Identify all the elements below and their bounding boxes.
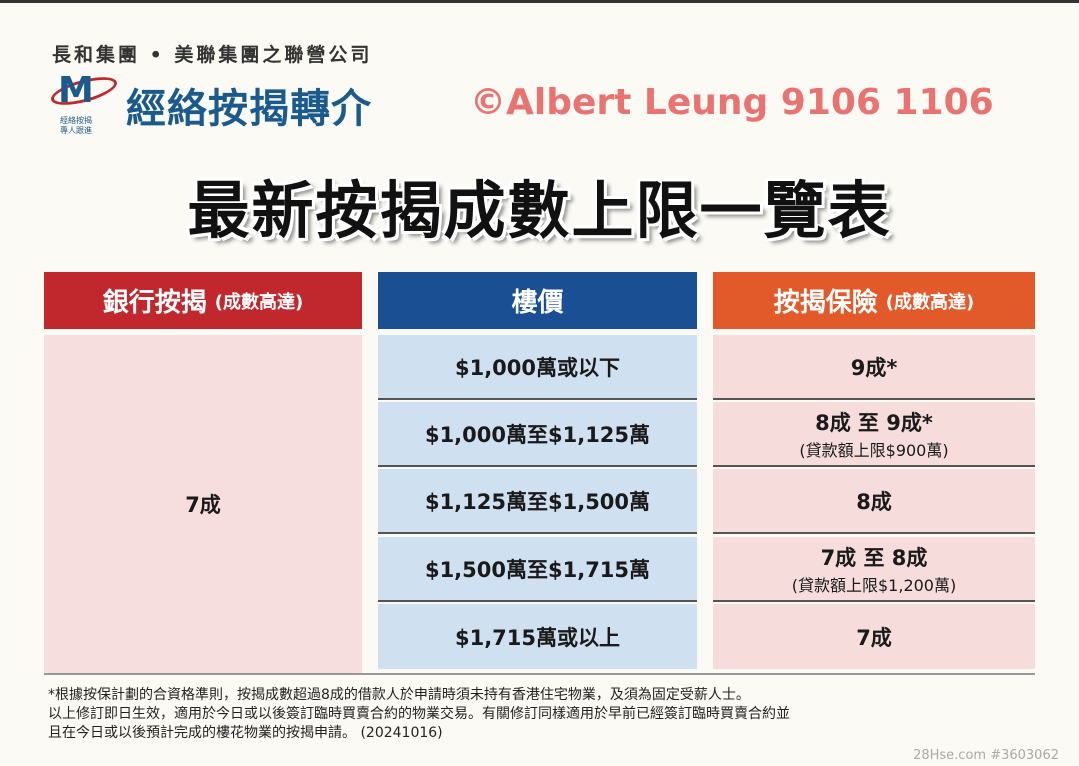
- price-cell: $1,000萬至$1,125萬: [378, 402, 697, 467]
- site-watermark: 28Hse.com #3603062: [913, 748, 1059, 763]
- bank-ratio-cell: 7成: [44, 335, 362, 673]
- logo-m: M: [58, 70, 94, 111]
- insurance-cell: 9成*: [713, 335, 1035, 400]
- brand-name: 經絡按揭轉介: [126, 86, 372, 132]
- header-mortgage-insurance: 按揭保險 (成數高達): [713, 272, 1035, 329]
- insurance-ratio: 8成: [856, 489, 892, 514]
- logo-mark: M 經絡按揭 專人跟進: [48, 70, 120, 140]
- insurance-cell: 8成 至 9成* (貸款額上限$900萬): [713, 402, 1035, 467]
- watermark: ©Albert Leung 9106 1106: [470, 82, 994, 123]
- footnote: *根據按保計劃的合資格準則，按揭成數超過8成的借款人於申請時須未持有香港住宅物業…: [48, 686, 790, 743]
- price-cell: $1,000萬或以下: [378, 335, 697, 400]
- logo-subtext: 經絡按揭 專人跟進: [60, 116, 92, 135]
- insurance-ratio: 8成 至 9成*: [815, 410, 933, 435]
- group-affiliation: 長和集團 • 美聯集團之聯營公司: [52, 44, 373, 66]
- footnote-line: 且在今日或以後預計完成的樓花物業的按揭申請。 (20241016): [48, 725, 443, 741]
- top-border: [0, 0, 1079, 3]
- loan-cap-note: (貸款額上限$1,200萬): [791, 575, 957, 595]
- insurance-cell: 7成: [713, 604, 1035, 669]
- footnote-line: *根據按保計劃的合資格準則，按揭成數超過8成的借款人於申請時須未持有香港住宅物業…: [48, 687, 750, 703]
- footnote-line: 以上修訂即日生效，適用於今日或以後簽訂臨時買賣合約的物業交易。有關修訂同樣適用於…: [48, 706, 790, 722]
- insurance-ratio: 7成 至 8成: [820, 545, 928, 570]
- insurance-ratio: 9成*: [850, 355, 898, 380]
- logo: M 經絡按揭 專人跟進 經絡按揭轉介: [48, 70, 372, 140]
- price-cell: $1,715萬或以上: [378, 604, 697, 669]
- price-cell: $1,125萬至$1,500萬: [378, 469, 697, 534]
- price-cell: $1,500萬至$1,715萬: [378, 537, 697, 602]
- insurance-ratio: 7成: [856, 625, 892, 650]
- insurance-cell: 7成 至 8成 (貸款額上限$1,200萬): [713, 537, 1035, 602]
- header-price: 樓價: [378, 272, 697, 329]
- insurance-cell: 8成: [713, 469, 1035, 534]
- table-baseline: [44, 673, 1035, 675]
- loan-cap-note: (貸款額上限$900萬): [799, 440, 949, 460]
- page-title: 最新按揭成數上限一覽表: [187, 174, 892, 247]
- header-bank-mortgage: 銀行按揭 (成數高達): [44, 272, 362, 329]
